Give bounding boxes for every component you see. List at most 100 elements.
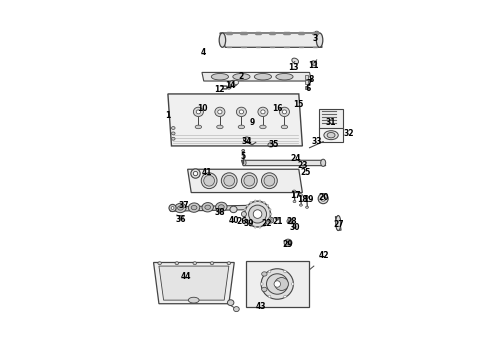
Text: 29: 29 bbox=[283, 240, 294, 249]
Ellipse shape bbox=[299, 194, 302, 197]
Ellipse shape bbox=[293, 190, 296, 193]
Polygon shape bbox=[202, 72, 311, 81]
Text: 24: 24 bbox=[290, 154, 300, 163]
Ellipse shape bbox=[239, 110, 244, 114]
Ellipse shape bbox=[320, 159, 326, 166]
Text: 8: 8 bbox=[309, 75, 314, 84]
Polygon shape bbox=[159, 266, 229, 300]
Polygon shape bbox=[153, 262, 234, 304]
Ellipse shape bbox=[315, 31, 319, 35]
Ellipse shape bbox=[216, 202, 227, 212]
Ellipse shape bbox=[191, 169, 200, 178]
Text: 7: 7 bbox=[307, 80, 312, 89]
Ellipse shape bbox=[244, 208, 246, 211]
Ellipse shape bbox=[205, 205, 211, 210]
Text: 16: 16 bbox=[272, 104, 283, 113]
Ellipse shape bbox=[238, 125, 245, 129]
Ellipse shape bbox=[175, 262, 179, 265]
Ellipse shape bbox=[201, 173, 217, 189]
Ellipse shape bbox=[286, 241, 290, 244]
Ellipse shape bbox=[219, 205, 224, 209]
Polygon shape bbox=[335, 217, 341, 230]
Ellipse shape bbox=[244, 217, 246, 220]
Ellipse shape bbox=[258, 107, 268, 117]
Text: 32: 32 bbox=[344, 129, 354, 138]
Ellipse shape bbox=[242, 149, 245, 152]
Ellipse shape bbox=[202, 203, 214, 212]
Ellipse shape bbox=[327, 132, 335, 138]
Text: 33: 33 bbox=[312, 137, 322, 146]
Ellipse shape bbox=[275, 278, 289, 291]
Ellipse shape bbox=[284, 239, 292, 246]
Ellipse shape bbox=[299, 204, 302, 206]
Ellipse shape bbox=[246, 204, 248, 207]
Text: 12: 12 bbox=[215, 85, 225, 94]
Ellipse shape bbox=[311, 61, 317, 66]
Text: 6: 6 bbox=[305, 84, 310, 93]
Ellipse shape bbox=[245, 201, 270, 227]
Ellipse shape bbox=[306, 206, 309, 208]
Ellipse shape bbox=[287, 219, 292, 224]
Ellipse shape bbox=[227, 262, 231, 265]
Ellipse shape bbox=[293, 225, 296, 228]
Ellipse shape bbox=[284, 270, 286, 273]
Ellipse shape bbox=[261, 283, 263, 285]
Ellipse shape bbox=[261, 110, 265, 114]
Text: 1: 1 bbox=[165, 111, 171, 120]
Ellipse shape bbox=[169, 204, 176, 212]
Ellipse shape bbox=[262, 173, 277, 189]
Ellipse shape bbox=[267, 274, 288, 294]
Ellipse shape bbox=[244, 137, 250, 142]
Ellipse shape bbox=[267, 221, 269, 224]
Ellipse shape bbox=[230, 80, 238, 86]
Ellipse shape bbox=[244, 175, 255, 186]
Bar bbox=[305, 81, 309, 84]
Ellipse shape bbox=[261, 269, 294, 299]
Polygon shape bbox=[220, 33, 322, 47]
Ellipse shape bbox=[267, 204, 269, 207]
Ellipse shape bbox=[246, 221, 248, 224]
Ellipse shape bbox=[175, 203, 186, 213]
Ellipse shape bbox=[233, 73, 250, 80]
Ellipse shape bbox=[219, 33, 225, 47]
Ellipse shape bbox=[260, 125, 266, 129]
Text: 3: 3 bbox=[312, 34, 318, 43]
Text: 34: 34 bbox=[242, 137, 252, 146]
Text: 18: 18 bbox=[297, 194, 308, 203]
Bar bbox=[319, 109, 343, 129]
Text: 23: 23 bbox=[297, 161, 308, 170]
Ellipse shape bbox=[242, 173, 257, 189]
Text: 26: 26 bbox=[236, 217, 246, 226]
Ellipse shape bbox=[305, 196, 309, 199]
Ellipse shape bbox=[194, 107, 203, 117]
Bar bbox=[305, 76, 309, 79]
Ellipse shape bbox=[215, 107, 225, 117]
Ellipse shape bbox=[230, 206, 237, 213]
Ellipse shape bbox=[264, 175, 275, 186]
Text: 2: 2 bbox=[239, 72, 244, 81]
Ellipse shape bbox=[284, 295, 286, 298]
Ellipse shape bbox=[188, 297, 199, 303]
Ellipse shape bbox=[270, 219, 272, 221]
Polygon shape bbox=[168, 94, 302, 146]
Ellipse shape bbox=[292, 283, 294, 285]
Ellipse shape bbox=[250, 202, 252, 204]
Bar bbox=[246, 261, 309, 307]
Text: 28: 28 bbox=[286, 217, 297, 226]
Ellipse shape bbox=[218, 110, 222, 114]
Ellipse shape bbox=[179, 215, 183, 219]
Text: 44: 44 bbox=[181, 272, 191, 281]
Ellipse shape bbox=[221, 173, 237, 189]
Text: 41: 41 bbox=[202, 168, 213, 177]
Text: 37: 37 bbox=[179, 201, 189, 210]
Ellipse shape bbox=[236, 107, 246, 117]
Ellipse shape bbox=[268, 143, 274, 147]
Ellipse shape bbox=[292, 58, 298, 64]
Ellipse shape bbox=[324, 131, 338, 140]
Ellipse shape bbox=[254, 200, 256, 202]
Text: 40: 40 bbox=[229, 216, 240, 225]
Text: 39: 39 bbox=[244, 219, 254, 228]
Ellipse shape bbox=[281, 125, 288, 129]
Ellipse shape bbox=[194, 171, 197, 176]
Text: 10: 10 bbox=[196, 104, 207, 113]
